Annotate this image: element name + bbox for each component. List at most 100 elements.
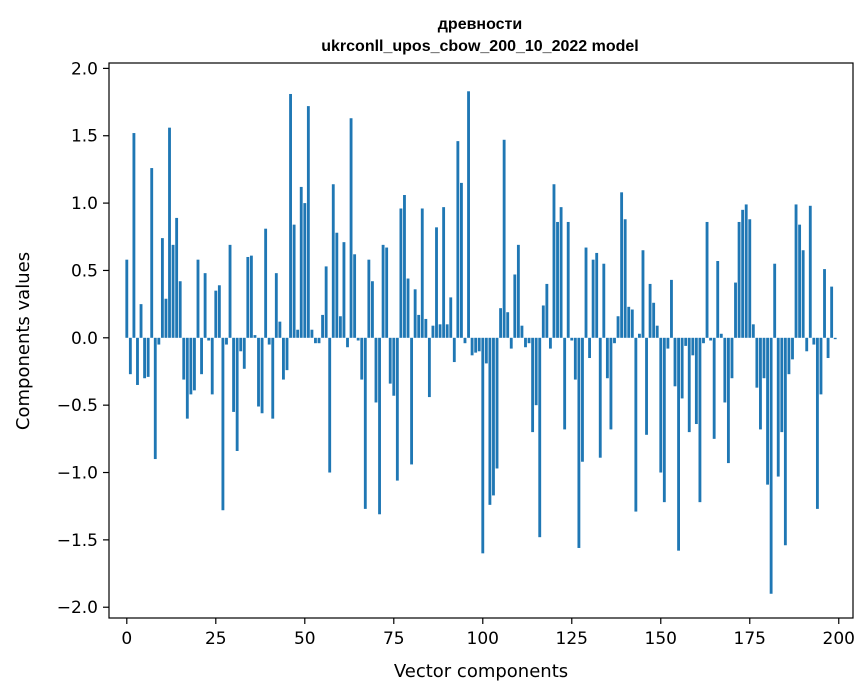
bar <box>146 337 150 377</box>
bar <box>659 337 663 473</box>
bar <box>741 209 745 338</box>
bar <box>242 337 246 369</box>
chart-title-line-1: древности <box>438 16 522 33</box>
bar <box>132 133 136 338</box>
bar <box>420 208 424 338</box>
bar <box>773 263 777 338</box>
bar <box>791 337 794 360</box>
bar <box>645 337 648 435</box>
bar <box>424 318 428 338</box>
bar <box>360 337 364 380</box>
bar <box>527 337 531 344</box>
bar <box>193 337 196 391</box>
bar <box>694 337 698 425</box>
bar <box>371 281 374 338</box>
bar <box>613 337 616 344</box>
bar <box>445 324 449 338</box>
bar <box>588 337 591 359</box>
bar <box>488 337 492 505</box>
bar <box>780 337 784 433</box>
bar <box>296 329 300 338</box>
x-tick-label: 175 <box>734 629 766 649</box>
bar <box>648 283 652 338</box>
bar <box>388 337 392 384</box>
bar <box>531 337 535 433</box>
bar <box>630 309 634 338</box>
bar <box>620 192 624 338</box>
bar <box>798 224 802 338</box>
bar <box>520 325 524 338</box>
bar <box>723 337 727 403</box>
bar <box>228 244 232 338</box>
bar <box>399 208 403 338</box>
bar <box>712 337 716 439</box>
bar <box>289 93 292 338</box>
bar <box>267 337 271 345</box>
bar <box>282 337 285 380</box>
bar <box>634 337 638 512</box>
bar <box>812 337 816 345</box>
bar <box>363 337 367 509</box>
bar <box>673 337 677 387</box>
bar <box>200 337 203 375</box>
x-tick-label: 50 <box>294 629 316 649</box>
bar <box>552 184 556 338</box>
bar <box>139 304 143 338</box>
y-axis-label: Components values <box>13 252 34 430</box>
bar <box>157 337 161 345</box>
bar <box>805 337 809 352</box>
bar <box>353 254 357 338</box>
bar <box>164 298 168 338</box>
y-tick-label: −1.5 <box>57 531 98 551</box>
x-tick-label: 25 <box>205 629 227 649</box>
y-tick-label: 1.0 <box>71 194 98 214</box>
bar <box>627 306 631 338</box>
bar <box>239 337 243 352</box>
bar <box>417 314 421 338</box>
bar <box>463 337 467 344</box>
bar <box>769 337 773 594</box>
bar <box>602 263 606 338</box>
bar <box>556 221 559 338</box>
bar <box>484 337 488 364</box>
bar <box>819 337 823 395</box>
bar <box>338 316 342 338</box>
bar <box>225 337 228 345</box>
bar <box>716 261 720 338</box>
bar <box>171 244 175 338</box>
bar <box>570 337 574 341</box>
bar <box>246 256 250 338</box>
bar <box>150 168 154 338</box>
bar <box>502 139 506 338</box>
bar <box>346 337 349 348</box>
plot-area-frame <box>108 62 854 619</box>
bar <box>257 337 260 407</box>
x-tick-label: 100 <box>467 629 499 649</box>
bar <box>324 266 328 338</box>
bar <box>470 337 474 356</box>
bar <box>808 205 812 338</box>
bar <box>737 221 741 338</box>
y-tick-label: −0.5 <box>57 396 98 416</box>
bar <box>762 337 766 379</box>
bar <box>670 279 673 338</box>
bar <box>573 337 577 380</box>
bar <box>524 337 527 348</box>
bar <box>538 337 542 538</box>
bar <box>168 127 171 338</box>
bar <box>677 337 680 551</box>
bar <box>331 184 335 338</box>
bar <box>655 325 659 338</box>
bar <box>217 285 221 338</box>
bar <box>456 141 460 338</box>
bar <box>477 337 481 352</box>
bar <box>406 278 410 338</box>
bar <box>249 255 253 338</box>
bar <box>641 250 645 338</box>
bar <box>698 337 702 503</box>
bar <box>709 337 713 341</box>
bar <box>232 337 236 412</box>
bar <box>755 337 759 388</box>
bar <box>253 335 257 338</box>
bar <box>335 232 339 338</box>
